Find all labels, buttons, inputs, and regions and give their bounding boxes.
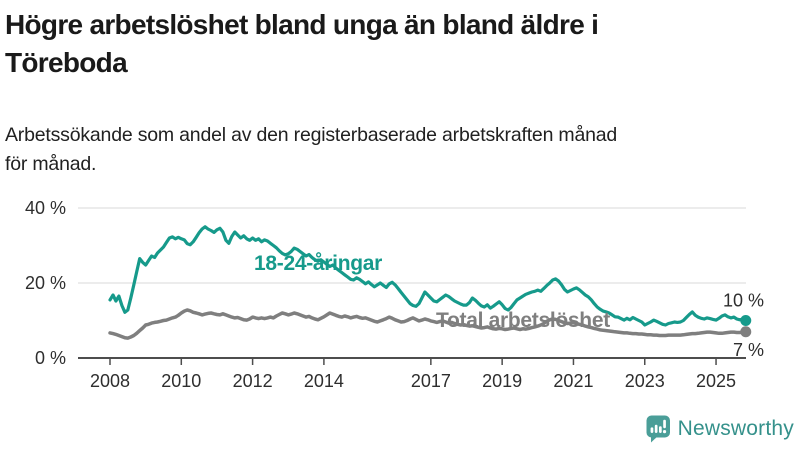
x-axis-tick-label: 2012 (233, 371, 273, 391)
newsworthy-logo: Newsworthy (646, 415, 794, 443)
chart-subtitle-line1: Arbetssökande som andel av den registerb… (5, 124, 618, 146)
x-axis-tick-label: 2025 (696, 371, 736, 391)
x-axis-tick-label: 2019 (482, 371, 522, 391)
x-axis-tick-label: 2010 (161, 371, 201, 391)
end-value-label-young: 10 % (723, 291, 764, 311)
end-value-label-total: 7 % (733, 340, 764, 360)
page-title-line1: Högre arbetslöshet bland unga än bland ä… (5, 9, 599, 40)
chart-subtitle: Arbetssökande som andel av den registerb… (5, 121, 785, 179)
y-axis-tick-label: 0 % (35, 348, 66, 368)
y-axis-tick-label: 40 % (25, 198, 66, 218)
page-title: Högre arbetslöshet bland unga än bland ä… (5, 6, 785, 82)
series-label-young: 18-24-åringar (254, 252, 382, 275)
x-axis-tick-label: 2017 (411, 371, 451, 391)
x-axis-tick-label: 2014 (304, 371, 344, 391)
end-dot-young (740, 315, 752, 326)
x-axis-tick-label: 2021 (553, 371, 593, 391)
chart-subtitle-line2: för månad. (5, 153, 97, 175)
x-axis-tick-label: 2023 (625, 371, 665, 391)
y-axis-tick-label: 20 % (25, 273, 66, 293)
bar-chart-speech-bubble-icon (646, 415, 670, 443)
series-label-total: Total arbetslöshet (436, 309, 610, 332)
end-dot-total (740, 326, 752, 338)
x-axis-tick-label: 2008 (90, 371, 130, 391)
series-line-young (108, 225, 748, 327)
newsworthy-logo-text: Newsworthy (677, 417, 794, 440)
page-title-line2: Töreboda (5, 47, 128, 78)
series-line-total (108, 308, 748, 340)
